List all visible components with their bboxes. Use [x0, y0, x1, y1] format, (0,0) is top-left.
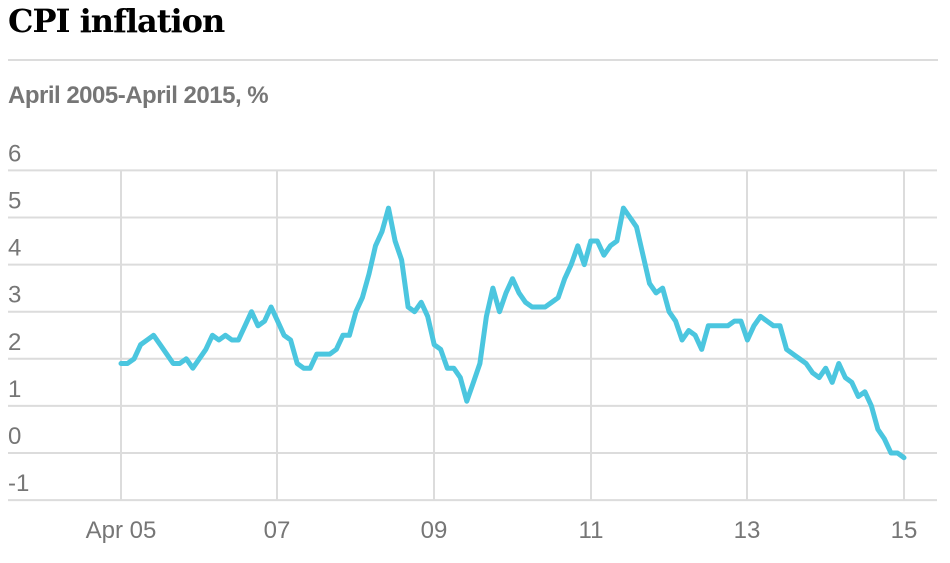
y-tick-label: 3	[8, 282, 21, 309]
chart-title: CPI inflation	[8, 2, 225, 40]
x-tick-label: 07	[264, 517, 291, 544]
y-tick-label: 0	[8, 423, 21, 450]
x-tick-label: 11	[579, 517, 604, 544]
x-tick-label: 15	[891, 517, 918, 544]
y-tick-label: 4	[8, 235, 21, 262]
y-tick-label: -1	[8, 470, 29, 497]
y-tick-label: 6	[8, 140, 21, 167]
x-tick-label: Apr 05	[86, 517, 157, 544]
y-tick-label: 2	[8, 329, 21, 356]
title-divider	[8, 59, 938, 61]
y-tick-label: 1	[8, 376, 21, 403]
cpi-series-line	[118, 205, 907, 461]
chart-subtitle: April 2005-April 2015, %	[8, 82, 269, 109]
x-tick-label: 13	[734, 517, 761, 544]
y-tick-label: 5	[8, 188, 21, 215]
x-tick-label: 09	[421, 517, 448, 544]
